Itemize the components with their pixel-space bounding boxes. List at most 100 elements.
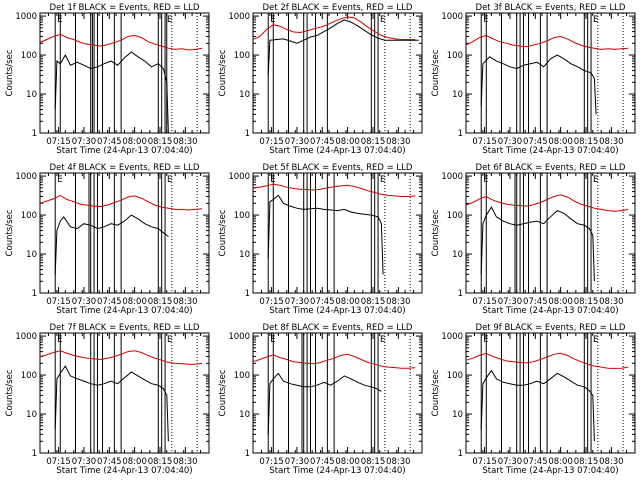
flag-label: E [167,175,172,185]
y-tick-label: 1 [245,289,250,299]
x-tick-label: 08:30 [173,457,198,467]
detector-panel-7: Det 7f BLACK = Events, RED = LLD 1 10 100 10… [5,323,210,476]
detector-panel-9: Det 9f BLACK = Events, RED = LLD 1 10 100 10… [431,323,636,476]
x-axis-label: Start Time (24-Apr-13 07:04:40) [56,306,192,316]
y-tick-label: 1000 [15,172,37,182]
events-series-line [480,369,595,442]
lld-series-line [39,194,203,211]
x-tick-label: 08:15 [148,457,173,467]
detector-panel-2: Det 2f BLACK = Events, RED = LLD 1 10 100 10… [218,3,423,156]
y-tick-label: 1000 [228,12,250,22]
x-tick-label: 08:30 [386,457,411,467]
y-tick-label: 100 [234,51,250,61]
y-tick-label: 1000 [441,172,463,182]
flag-label: E [483,175,488,185]
y-axis-label: Counts/sec [431,369,441,416]
flag-label: E [483,15,488,25]
detector-panel-6: Det 6f BLACK = Events, RED = LLD 1 10 100 10… [431,163,636,316]
plot-frame [465,172,636,294]
x-tick-label: 08:30 [599,137,624,147]
y-axis-label: Counts/sec [431,209,441,256]
x-tick-label: 07:45 [310,137,335,147]
x-tick-label: 07:30 [285,457,310,467]
y-tick-label: 100 [447,51,463,61]
x-tick-label: 07:15 [46,457,71,467]
panel-title: Det 9f BLACK = Events, RED = LLD [476,323,626,333]
y-tick-label: 100 [234,211,250,221]
flag-label: E [380,335,385,345]
x-axis-label: Start Time (24-Apr-13 07:04:40) [269,306,405,316]
x-tick-label: 07:15 [259,297,284,307]
y-tick-label: 10 [239,410,250,420]
events-series-line [54,51,169,134]
lld-series-line [465,194,629,212]
events-series-line [480,54,597,115]
lld-series-line [252,16,416,40]
x-tick-label: 07:30 [498,457,523,467]
x-tick-label: 07:45 [523,297,548,307]
y-tick-label: 1 [245,129,250,139]
flag-label: E [483,335,488,345]
x-tick-label: 08:30 [173,297,198,307]
y-tick-label: 100 [21,211,37,221]
lld-series-line [39,350,203,365]
x-tick-label: 07:15 [259,137,284,147]
events-series-line [267,194,384,275]
x-tick-label: 08:30 [599,297,624,307]
x-tick-label: 08:15 [361,297,386,307]
x-tick-label: 07:45 [97,457,122,467]
x-tick-label: 08:30 [173,137,198,147]
y-tick-label: 1 [32,449,37,459]
x-tick-label: 08:00 [548,137,573,147]
flag-label: E [270,335,275,345]
flag-label: E [270,15,275,25]
x-tick-label: 08:00 [548,457,573,467]
x-tick-label: 07:45 [97,137,122,147]
y-tick-label: 100 [21,371,37,381]
y-tick-label: 10 [452,410,463,420]
x-tick-label: 08:00 [122,137,147,147]
x-tick-label: 07:45 [97,297,122,307]
x-tick-label: 08:15 [574,137,599,147]
x-axis-label: Start Time (24-Apr-13 07:04:40) [56,466,192,476]
plot-frame [39,12,210,134]
lld-series-line [465,34,629,50]
x-tick-label: 07:30 [72,137,97,147]
flag-label: E [593,15,598,25]
y-tick-label: 1 [458,289,463,299]
x-tick-label: 07:30 [285,137,310,147]
panel-title: Det 4f BLACK = Events, RED = LLD [50,163,200,173]
y-tick-label: 1000 [15,12,37,22]
x-axis-label: Start Time (24-Apr-13 07:04:40) [482,306,618,316]
x-axis-label: Start Time (24-Apr-13 07:04:40) [482,466,618,476]
x-tick-label: 08:00 [335,297,360,307]
x-tick-label: 07:30 [285,297,310,307]
plot-frame [465,12,636,134]
detector-panel-5: Det 5f BLACK = Events, RED = LLD 1 10 100 10… [218,163,423,316]
x-tick-label: 08:00 [122,297,147,307]
detector-panel-4: Det 4f BLACK = Events, RED = LLD 1 10 100 10… [5,163,210,316]
x-tick-label: 08:15 [574,457,599,467]
y-tick-label: 100 [234,371,250,381]
y-tick-label: 1000 [15,332,37,342]
flag-label: E [593,335,598,345]
x-tick-label: 07:15 [46,137,71,147]
x-tick-label: 07:15 [472,457,497,467]
detector-panel-3: Det 3f BLACK = Events, RED = LLD 1 10 100 10… [431,3,636,156]
x-tick-label: 07:45 [523,137,548,147]
panel-title: Det 1f BLACK = Events, RED = LLD [50,3,200,13]
x-tick-label: 08:00 [335,457,360,467]
lld-series-line [252,183,416,197]
x-tick-label: 07:15 [472,137,497,147]
y-axis-label: Counts/sec [218,369,228,416]
x-tick-label: 08:00 [122,457,147,467]
x-tick-label: 07:15 [46,297,71,307]
y-tick-label: 1000 [441,12,463,22]
panel-title: Det 3f BLACK = Events, RED = LLD [476,3,626,13]
plot-frame [39,332,210,454]
x-tick-label: 08:15 [148,297,173,307]
x-tick-label: 08:00 [335,137,360,147]
x-tick-label: 08:00 [548,297,573,307]
y-tick-label: 1000 [228,172,250,182]
